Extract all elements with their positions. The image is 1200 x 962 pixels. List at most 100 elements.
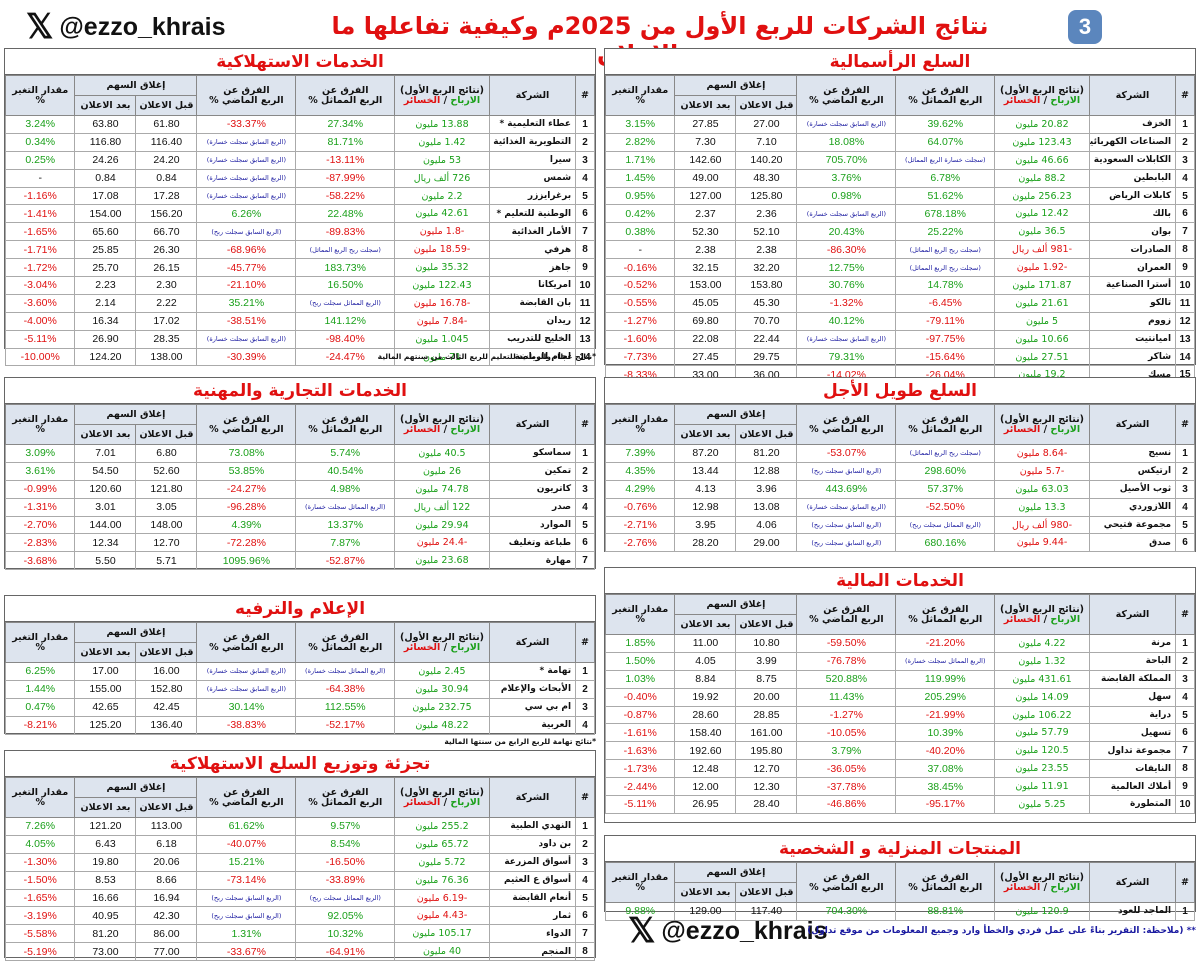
table-row: 9 العمران -1.92 مليون (سجلت ربح الربع المما… (604, 258, 1195, 278)
close-after: 12.98 (674, 497, 737, 517)
results-header-line2: الارباح / الخسائر (396, 797, 488, 808)
row-index: 6 (1175, 533, 1195, 553)
close-before: 12.70 (135, 533, 198, 553)
close-after: 12.48 (674, 759, 737, 779)
section-title: السلع طويل الأجل (605, 378, 1195, 404)
close-before: 136.40 (135, 715, 198, 735)
diff-same-quarter: 13.37% (295, 515, 396, 535)
q1-result: 48.22 مليون (394, 715, 490, 735)
table-row: 3 ام بي سي 232.75 مليون 112.55% 30.14% 42.45 4… (4, 697, 595, 717)
close-after: 154.00 (74, 204, 137, 224)
diff-same-quarter: 92.05% (295, 906, 396, 926)
col-diff-same: الفرق عن الربع المماثل % (895, 862, 996, 903)
q1-result: 21.61 مليون (994, 293, 1090, 313)
section-consumer-services: الخدمات الاستهلاكية # الشركة (نتائج الربع ا… (4, 48, 596, 367)
diff-same-l1: الفرق عن (322, 84, 369, 96)
col-results: (نتائج الربع الأول) الارباح / الخسائر (994, 862, 1090, 903)
col-index: # (575, 622, 595, 663)
diff-same-quarter: -16.50% (295, 852, 396, 872)
close-before: 26.15 (135, 258, 198, 278)
change-percent: -0.87% (604, 705, 676, 725)
change-percent: -3.04% (4, 276, 76, 295)
company-name: شمس (488, 168, 577, 188)
table-row: 5 الموارد 29.94 مليون 13.37% 4.39% 148.00 144.… (4, 515, 595, 535)
table-row: 3 أسواق المزرعة 5.72 مليون -16.50% 15.21% 20.… (4, 852, 595, 872)
col-close: إغلاق السهم (674, 862, 798, 883)
diff-prev-quarter: 35.21% (196, 293, 297, 313)
company-name: عطاء التعليمية * (488, 115, 577, 134)
table-row: 1 الخزف 20.82 مليون 39.62% (الربع السابق سجل… (604, 115, 1195, 134)
table-row: 2 الباحة 1.32 مليون (الربع المماثل سجلت خسا… (604, 651, 1195, 671)
diff-prev-quarter: 61.62% (196, 817, 297, 836)
col-change: مقدار التغير% (4, 75, 76, 116)
change-percent: -5.11% (4, 329, 76, 349)
q1-result: 57.79 مليون (994, 723, 1090, 743)
table-row: 1 سماسكو 40.5 مليون 5.74% 73.08% 6.80 7.01 3.09… (4, 444, 595, 463)
close-after: 7.01 (74, 444, 137, 463)
table-row: 5 أنعام القابضة -6.19 مليون (الربع المماثل … (4, 888, 595, 908)
diff-same-quarter: -13.11% (295, 150, 396, 170)
close-after: 116.80 (74, 132, 137, 152)
change-percent: -1.65% (4, 222, 76, 242)
company-name: أسواق المزرعة (488, 852, 577, 872)
loss-label: الخسائر (1003, 94, 1041, 106)
table-row: 7 مهارة 23.68 مليون -52.87% 1095.96% 5.71 5.50… (4, 551, 595, 571)
q1-result: -5.7 مليون (994, 461, 1090, 481)
change-percent: -1.65% (4, 888, 76, 908)
results-header-line2: الارباح / الخسائر (996, 882, 1088, 893)
close-before: 8.66 (135, 870, 198, 890)
col-company: الشركة (488, 622, 577, 663)
diff-prev-quarter: 15.21% (196, 852, 297, 872)
diff-same-quarter: -21.20% (895, 634, 996, 653)
table-row: 4 العربية 48.22 مليون -52.17% -38.83% 136.40 1… (4, 715, 595, 735)
col-before: قبل الاعلان (135, 424, 198, 445)
row-index: 2 (575, 834, 595, 854)
table-row: 4 أسواق ع العثيم 76.36 مليون -33.89% -73.14%… (4, 870, 595, 890)
change-percent: -2.83% (4, 533, 76, 553)
col-index: # (575, 404, 595, 445)
diff-same-quarter: 22.48% (295, 204, 396, 224)
change-percent: 3.09% (4, 444, 76, 463)
change-l2: % (635, 613, 645, 625)
company-name: بوان (1088, 222, 1177, 242)
close-before: 140.20 (735, 150, 798, 170)
company-name: دراية (1088, 705, 1177, 725)
company-name: صدق (1088, 533, 1177, 553)
diff-same-l1: الفرق عن (922, 84, 969, 96)
company-name: ثوب الأصيل (1088, 479, 1177, 499)
diff-same-quarter: 183.73% (295, 258, 396, 278)
row-index: 3 (1175, 150, 1195, 170)
number-badge: 3 (1068, 10, 1102, 44)
company-name: ريدان (488, 311, 577, 331)
change-percent: -2.44% (604, 777, 676, 797)
diff-prev-l1: الفرق عن (823, 603, 870, 615)
diff-prev-quarter: (الربع السابق سجلت خسارة) (196, 168, 297, 188)
diff-prev-quarter: (الربع السابق سجلت خسارة) (196, 662, 297, 681)
diff-prev-quarter: -96.28% (196, 497, 297, 517)
close-after: 7.30 (674, 132, 737, 152)
table-row: 5 برغرايززر 2.2 مليون -58.22% (الربع السابق … (4, 186, 595, 206)
row-index: 3 (575, 150, 595, 170)
q1-result: 30.94 مليون (394, 679, 490, 699)
q1-result: 40 مليون (394, 942, 490, 962)
q1-result: 71 مليون (394, 347, 490, 367)
change-l2: % (35, 641, 45, 653)
diff-prev-quarter: (الربع السابق سجلت خسارة) (196, 132, 297, 152)
table-row: 2 الأبحاث والإعلام 30.94 مليون -64.38% (الرب… (4, 679, 595, 699)
table-row: 3 كاتريون 74.78 مليون 4.98% -24.27% 121.80 120… (4, 479, 595, 499)
table-row: 6 صدق -9.44 مليون 680.16% (الربع السابق سجلت… (604, 533, 1195, 553)
close-after: 2.14 (74, 293, 137, 313)
close-after: 3.01 (74, 497, 137, 517)
close-before: 20.00 (735, 687, 798, 707)
row-index: 5 (1175, 705, 1195, 725)
close-before: 113.00 (135, 817, 198, 836)
q1-result: -7.84 مليون (394, 311, 490, 331)
row-index: 8 (575, 942, 595, 962)
diff-prev-quarter: 443.69% (796, 479, 897, 499)
change-l1: مقدار التغير (12, 631, 69, 643)
close-before: 116.40 (135, 132, 198, 152)
diff-prev-quarter: -40.07% (196, 834, 297, 854)
close-before: 152.80 (135, 679, 198, 699)
header-handle: 𝕏 @ezzo_khrais (26, 10, 226, 44)
row-index: 6 (575, 906, 595, 926)
